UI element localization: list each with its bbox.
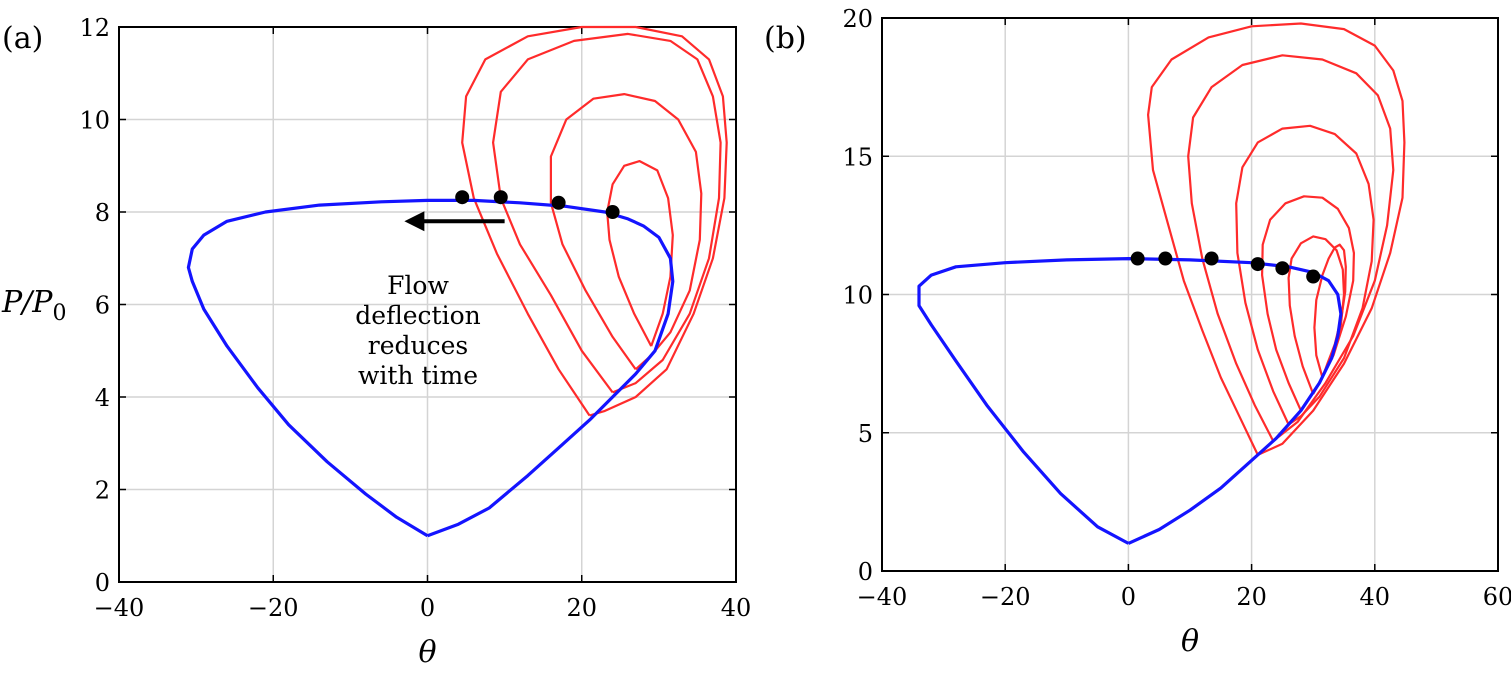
chart-panel-b: −40 −20 0 20 40 60 0 5 10 15 20 θ (b) <box>764 5 1511 659</box>
reflected-polar-curve-3 <box>1235 124 1375 426</box>
intersection-marker-4 <box>605 205 620 219</box>
intersection-marker-5 <box>1275 261 1290 276</box>
y-tick-label: 0 <box>95 569 110 597</box>
annotation-line: deflection <box>355 301 480 330</box>
y-axis-label-subscript: 0 <box>52 301 66 326</box>
y-tick-label: 10 <box>842 282 873 310</box>
reflected-polar-curve-1 <box>1147 22 1406 456</box>
reflected-polar-curve-1 <box>461 25 728 417</box>
y-tick-label: 6 <box>95 292 110 320</box>
y-tick-label: 20 <box>842 5 873 33</box>
reflected-polar-curve-4 <box>1261 195 1355 412</box>
y-tick-label: 4 <box>95 384 110 412</box>
y-tick-label: 0 <box>858 558 873 586</box>
annotation-line: Flow <box>387 271 449 300</box>
y-tick-label: 5 <box>858 420 873 448</box>
reflected-polar-curve-2 <box>1187 54 1395 442</box>
x-tick-label: 20 <box>1236 583 1267 611</box>
intersection-marker-1 <box>1130 251 1145 266</box>
x-tick-label: −20 <box>980 583 1031 611</box>
plot-area <box>917 22 1406 545</box>
x-tick-label: −40 <box>857 583 908 611</box>
intersection-marker-3 <box>551 195 566 210</box>
intersection-marker-3 <box>1204 251 1219 266</box>
chart-panel-a: −40 −20 0 20 40024681012θ(a)P/P0Flowdeflecti… <box>1 14 751 670</box>
x-axis-label: θ <box>418 635 436 670</box>
panel-label: (a) <box>2 21 43 56</box>
intersection-marker-2 <box>493 190 508 205</box>
intersection-marker-1 <box>455 190 470 205</box>
reflected-polar-curve-4 <box>606 160 674 347</box>
y-axis-label: P/P0 <box>1 285 66 326</box>
x-tick-label: 40 <box>1360 583 1391 611</box>
y-tick-label: 8 <box>95 199 110 227</box>
intersection-marker-6 <box>1306 269 1321 284</box>
reflected-polar-curve-2 <box>492 32 722 394</box>
x-tick-label: 60 <box>1483 583 1511 611</box>
panel-label: (b) <box>764 21 807 56</box>
y-tick-label: 10 <box>79 107 110 135</box>
x-tick-label: −40 <box>94 594 145 622</box>
x-tick-label: 0 <box>1121 583 1136 611</box>
x-tick-label: −20 <box>248 594 299 622</box>
intersection-marker-2 <box>1158 251 1173 266</box>
intersection-marker-4 <box>1250 257 1265 272</box>
arrow-head <box>404 211 425 232</box>
x-tick-label: 0 <box>420 594 435 622</box>
plot-area <box>186 25 728 538</box>
x-tick-label: 40 <box>721 594 752 622</box>
reflected-polar-curve-3 <box>549 93 703 371</box>
y-tick-label: 15 <box>842 143 873 171</box>
y-tick-label: 2 <box>95 477 110 505</box>
x-tick-label: 20 <box>566 594 597 622</box>
x-axis-label: θ <box>1181 624 1199 659</box>
y-axis-label-main: P/P <box>1 285 53 320</box>
y-tick-label: 12 <box>79 14 110 42</box>
annotation-line: reduces <box>368 331 468 360</box>
annotation-line: with time <box>358 361 478 390</box>
